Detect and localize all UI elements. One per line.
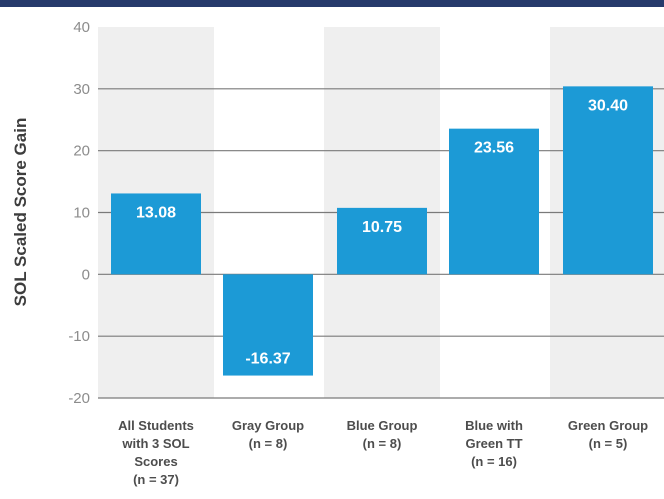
y-tick-label: -20 <box>68 390 90 407</box>
y-tick-label: 20 <box>73 143 90 160</box>
category-label: Gray Group (n = 8) <box>232 418 304 451</box>
y-axis-label: SOL Scaled Score Gain <box>11 118 30 307</box>
category-label: Green Group (n = 5) <box>568 418 648 451</box>
y-tick-label: -10 <box>68 328 90 345</box>
y-tick-label: 10 <box>73 205 90 222</box>
bar-value-label: -16.37 <box>245 351 290 368</box>
bar-value-label: 23.56 <box>474 140 514 157</box>
bar <box>449 128 539 275</box>
bar-value-label: 13.08 <box>136 204 176 221</box>
y-tick-label: 30 <box>73 81 90 98</box>
category-label: All Students with 3 SOL Scores (n = 37) <box>118 418 194 487</box>
y-tick-label: 40 <box>73 19 90 36</box>
y-tick-label: 0 <box>82 266 90 283</box>
bar-value-label: 30.40 <box>588 97 628 114</box>
bar <box>563 86 653 275</box>
category-label: Blue with Green TT (n = 16) <box>465 418 523 469</box>
bar <box>337 207 427 275</box>
category-label: Blue Group (n = 8) <box>347 418 418 451</box>
bar-value-labels: 13.08 -16.37 10.75 23.56 30.40 <box>136 97 628 367</box>
category-labels: All Students with 3 SOL Scores (n = 37) Gray… <box>118 418 648 487</box>
header-band <box>0 0 664 7</box>
bar <box>223 274 313 376</box>
bars <box>111 86 653 376</box>
bar-value-label: 10.75 <box>362 219 402 236</box>
y-axis-ticks: 40 30 20 10 0 -10 -20 <box>68 19 90 407</box>
bar <box>111 193 201 275</box>
